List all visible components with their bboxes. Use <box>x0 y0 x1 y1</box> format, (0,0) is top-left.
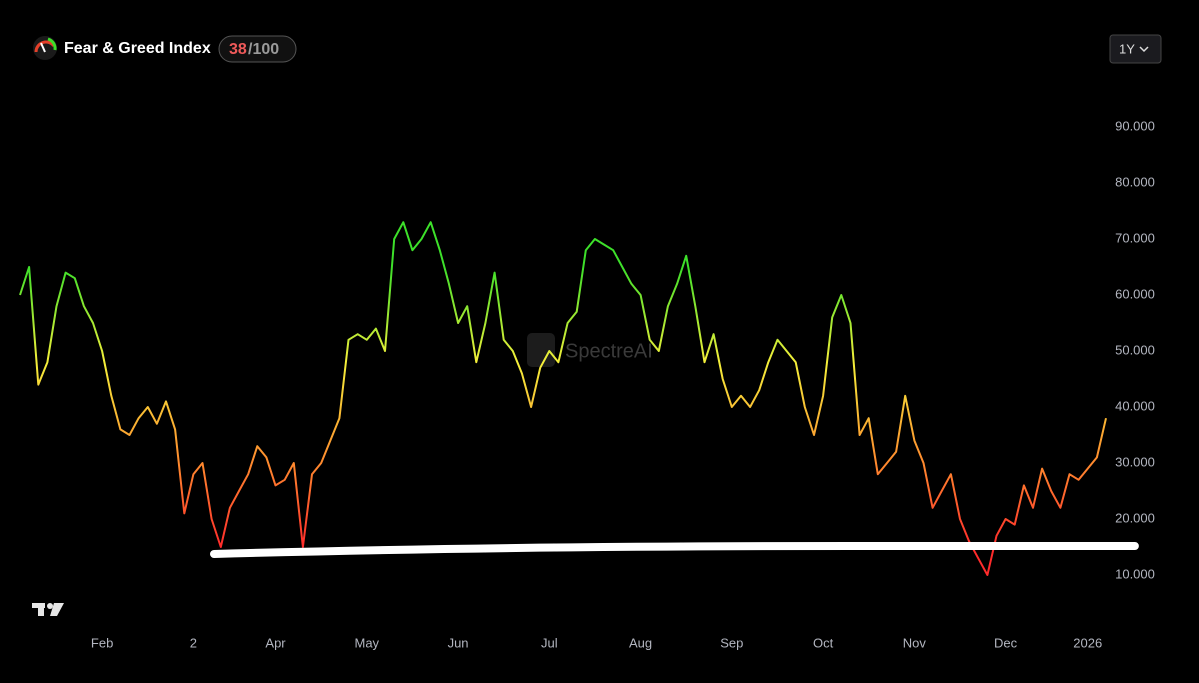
badge <box>218 35 297 63</box>
y-tick-label: 60.000 <box>1115 286 1155 301</box>
x-tick-label: Apr <box>265 635 286 650</box>
range-label[interactable]: 1Y <box>1119 41 1135 56</box>
y-tick-label: 30.000 <box>1115 454 1155 469</box>
x-tick-label: Oct <box>813 635 834 650</box>
annotation-line <box>210 541 1139 558</box>
badge-total: /100 <box>248 41 279 58</box>
x-tick-label: 2026 <box>1073 635 1102 650</box>
y-tick-label: 40.000 <box>1115 398 1155 413</box>
tv-logo <box>32 603 64 616</box>
x-tick-label: Nov <box>903 635 927 650</box>
x-tick-label: 2 <box>190 635 197 650</box>
watermark-logo <box>527 333 555 367</box>
badge-value: 38 <box>229 41 247 58</box>
x-tick-label: Dec <box>994 635 1018 650</box>
x-tick-label: Jul <box>541 635 558 650</box>
chevron <box>1139 46 1149 53</box>
gauge-icon <box>33 36 57 60</box>
y-tick-label: 20.000 <box>1115 510 1155 525</box>
y-tick-label: 70.000 <box>1115 230 1155 245</box>
x-tick-label: Sep <box>720 635 743 650</box>
watermark: SpectreAI <box>565 340 653 362</box>
x-tick-label: Feb <box>91 635 113 650</box>
x-tick-label: Jun <box>448 635 469 650</box>
y-tick-label: 90.000 <box>1115 118 1155 133</box>
x-tick-label: Aug <box>629 635 652 650</box>
index-line <box>19 221 1107 576</box>
title: Fear & Greed Index <box>64 40 211 57</box>
y-tick-label: 50.000 <box>1115 342 1155 357</box>
x-tick-label: May <box>355 635 380 650</box>
y-tick-label: 10.000 <box>1115 566 1155 581</box>
range-button[interactable] <box>1109 34 1162 64</box>
y-tick-label: 80.000 <box>1115 174 1155 189</box>
